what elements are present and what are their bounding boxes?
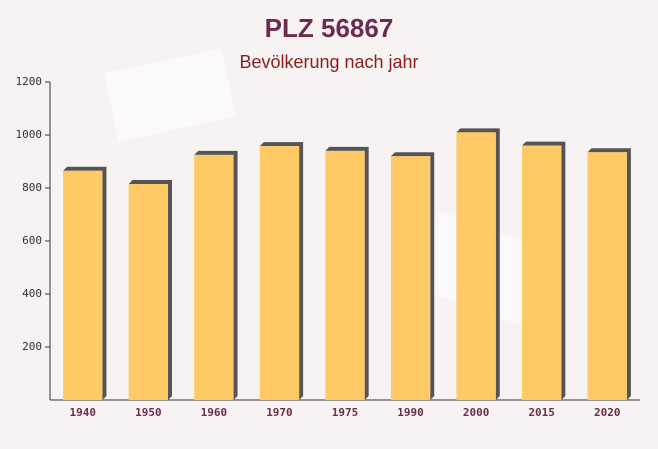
x-tick-label: 1950 xyxy=(135,406,162,419)
bar xyxy=(259,146,300,400)
x-tick-label: 1975 xyxy=(332,406,359,419)
x-tick-label: 2015 xyxy=(528,406,555,419)
x-tick-label: 2000 xyxy=(463,406,490,419)
bar xyxy=(194,154,234,400)
x-tick-label: 1960 xyxy=(201,406,228,419)
bar xyxy=(128,184,168,400)
y-tick-label: 600 xyxy=(22,234,42,247)
bar xyxy=(390,156,431,400)
bar xyxy=(522,145,562,400)
decoration xyxy=(104,48,236,142)
x-tick-label: 1970 xyxy=(266,406,293,419)
bar xyxy=(63,170,103,400)
y-tick-label: 1200 xyxy=(16,75,43,88)
bar xyxy=(456,132,496,400)
y-tick-label: 800 xyxy=(22,181,42,194)
y-tick-label: 400 xyxy=(22,287,42,300)
x-tick-label: 2020 xyxy=(594,406,621,419)
x-tick-label: 1990 xyxy=(397,406,424,419)
bar xyxy=(325,150,365,400)
chart-title: PLZ 56867 xyxy=(265,13,394,43)
y-tick-label: 1000 xyxy=(16,128,43,141)
y-tick-label: 200 xyxy=(22,340,42,353)
bar xyxy=(587,152,627,400)
chart-subtitle: Bevölkerung nach jahr xyxy=(239,52,418,72)
x-tick-label: 1940 xyxy=(70,406,97,419)
